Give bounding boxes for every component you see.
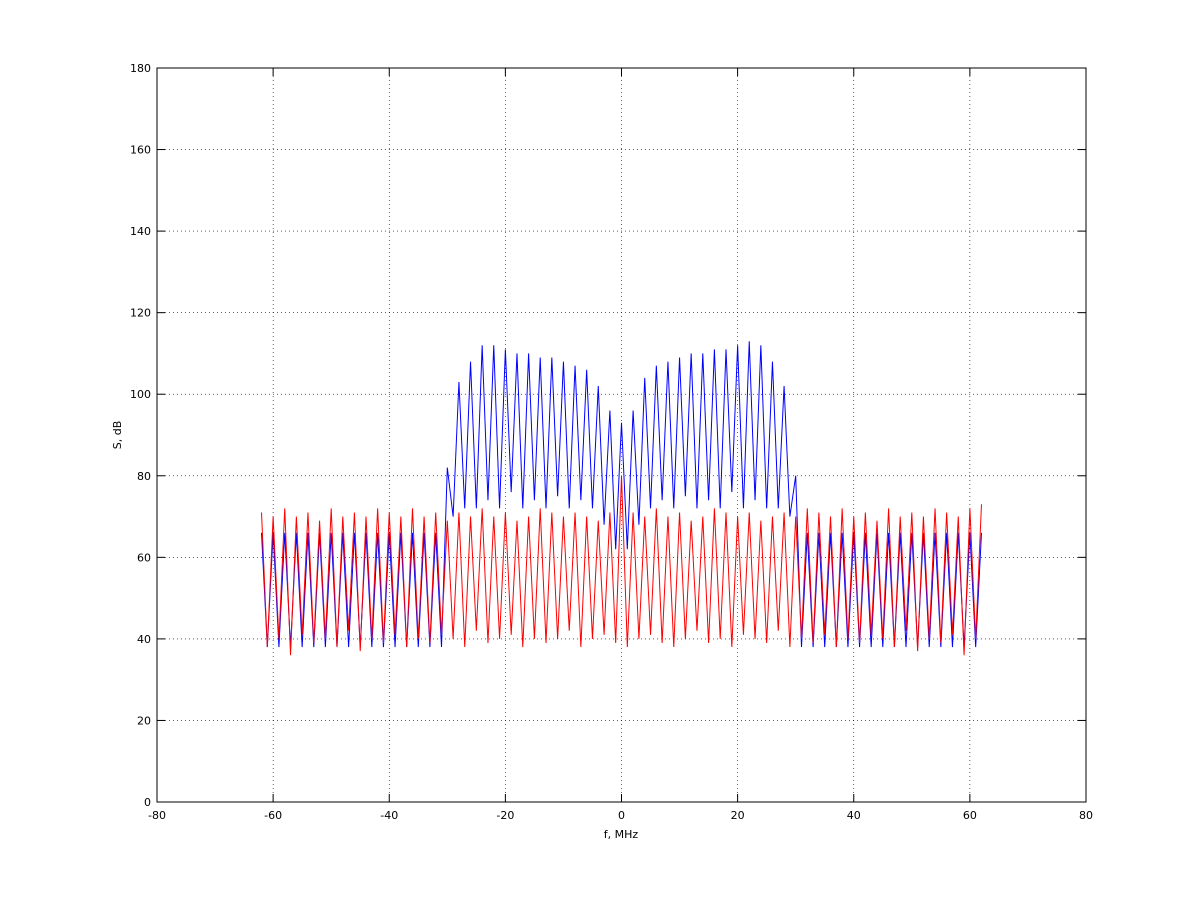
- x-tick-label: -80: [148, 809, 166, 822]
- y-tick-label: 160: [130, 144, 151, 157]
- y-tick-label: 40: [137, 633, 151, 646]
- x-tick-label: 80: [1079, 809, 1093, 822]
- data-line: [261, 475, 982, 656]
- y-tick-label: 80: [137, 470, 151, 483]
- y-tick-label: 20: [137, 714, 151, 727]
- y-tick-label: 180: [130, 62, 151, 75]
- x-tick-label: -40: [380, 809, 398, 822]
- x-tick-label: 20: [731, 809, 745, 822]
- axes-box: [156, 67, 1087, 803]
- x-axis-label: f, MHz: [604, 828, 639, 841]
- y-tick-label: 140: [130, 225, 151, 238]
- x-tick-label: 60: [963, 809, 977, 822]
- x-tick-label: -20: [496, 809, 514, 822]
- x-tick-label: -60: [264, 809, 282, 822]
- y-tick-label: 60: [137, 551, 151, 564]
- y-tick-label: 0: [144, 796, 151, 809]
- y-tick-label: 120: [130, 307, 151, 320]
- y-axis-label: S, dB: [111, 421, 124, 450]
- x-tick-label: 40: [847, 809, 861, 822]
- y-tick-label: 100: [130, 388, 151, 401]
- x-tick-label: 0: [618, 809, 625, 822]
